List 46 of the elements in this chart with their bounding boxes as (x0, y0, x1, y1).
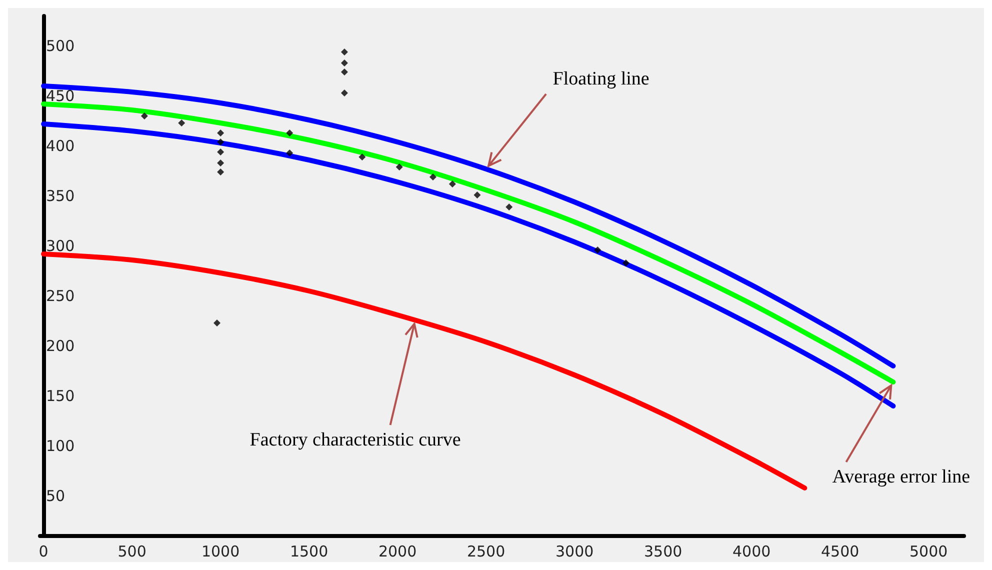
point (340, 68, 348, 76)
point (474, 192, 481, 198)
y-tick-label: 500 (46, 37, 75, 55)
point (217, 168, 224, 176)
y-tick-label: 450 (46, 87, 75, 105)
y-tick-label: 200 (46, 337, 75, 355)
x-tick-label: 4500 (821, 542, 860, 560)
point (396, 164, 403, 170)
point (358, 154, 366, 160)
x-tick-label: 2500 (466, 542, 506, 560)
x-tick-label: 4000 (732, 542, 771, 560)
x-tick-label: 0 (38, 542, 48, 560)
y-tick-label: 100 (46, 437, 75, 455)
point (340, 48, 348, 56)
x-tick-label: 1000 (201, 542, 240, 560)
y-tick-label: 150 (46, 387, 75, 405)
annotation: Average error line (832, 466, 970, 488)
annotation: Factory characteristic curve (250, 430, 461, 450)
point (448, 180, 456, 188)
y-tick-label: 400 (46, 137, 75, 155)
y-tick-label: 300 (46, 237, 75, 255)
y-tick-label: 250 (46, 287, 75, 305)
point (217, 160, 224, 166)
x-tick-label: 3500 (644, 542, 682, 560)
x-tick-label: 2000 (378, 542, 417, 560)
point (217, 138, 224, 146)
x-tick-label: 500 (118, 542, 146, 560)
point (217, 148, 224, 156)
point (214, 320, 221, 326)
point (594, 246, 602, 254)
y-tick-label: 50 (46, 487, 66, 505)
point (429, 174, 436, 180)
point (178, 120, 186, 126)
point (286, 130, 294, 136)
y-tick-label: 350 (46, 187, 75, 205)
annotation: Floating line (552, 68, 650, 90)
point (340, 60, 348, 66)
x-tick-label: 1500 (290, 542, 328, 560)
point (506, 204, 513, 210)
point (622, 260, 630, 266)
point (286, 150, 294, 156)
point (340, 90, 348, 96)
point (140, 112, 148, 120)
x-tick-label: 3000 (555, 542, 594, 560)
point (217, 130, 224, 136)
x-tick-label: 5000 (910, 542, 948, 560)
